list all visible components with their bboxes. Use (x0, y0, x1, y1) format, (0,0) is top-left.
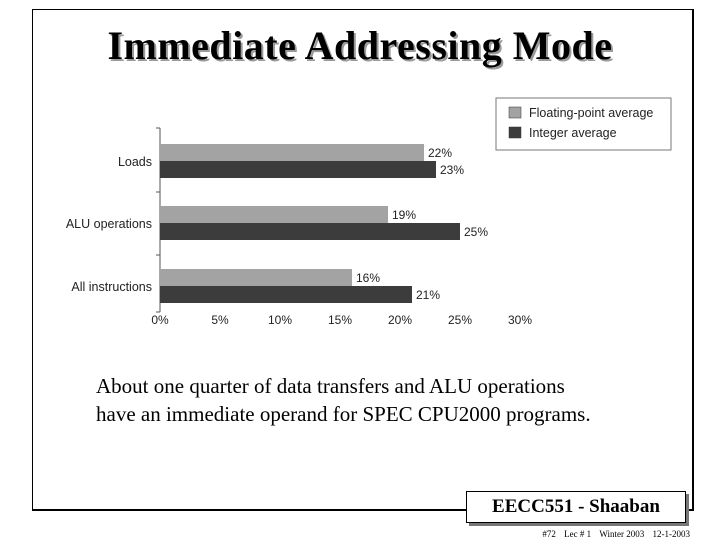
legend-label-0: Floating-point average (529, 106, 653, 120)
footer-page-number: #72 (542, 529, 556, 539)
footer-author-box: EECC551 - Shaaban (466, 491, 686, 523)
x-tick-label-0: 0% (151, 313, 169, 327)
legend-swatch-0 (508, 106, 522, 119)
x-tick-label-5: 25% (448, 313, 472, 327)
slide-frame (32, 9, 694, 511)
data-label-int-1: 25% (464, 225, 488, 239)
caption-line-1: About one quarter of data transfers and … (96, 374, 565, 398)
data-label-fp-0: 22% (428, 146, 452, 160)
data-label-fp-1: 19% (392, 208, 416, 222)
category-label-1: ALU operations (66, 217, 152, 231)
legend-swatch-1 (508, 126, 522, 139)
bar-fp-1 (160, 206, 388, 223)
data-label-int-2: 21% (416, 288, 440, 302)
bar-fp-2 (160, 269, 352, 286)
legend-label-1: Integer average (529, 126, 617, 140)
x-tick-label-3: 15% (328, 313, 352, 327)
slide-title: Immediate Addressing Mode (107, 23, 613, 68)
data-label-fp-2: 16% (356, 271, 380, 285)
bar-int-1 (160, 223, 460, 240)
category-label-0: Loads (118, 155, 152, 169)
caption: About one quarter of data transfers and … (96, 372, 696, 428)
caption-line-2: have an immediate operand for SPEC CPU20… (96, 402, 591, 426)
bar-int-0 (160, 161, 436, 178)
footer-line: #72 Lec # 1 Winter 2003 12-1-2003 (440, 529, 690, 539)
bar-int-2 (160, 286, 412, 303)
bar-chart: 22% 19% 16% 23% 25% 21% Loads ALU operations All… (66, 97, 672, 327)
footer-term: Winter 2003 (599, 529, 645, 539)
x-tick-label-1: 5% (211, 313, 229, 327)
data-label-int-0: 23% (440, 163, 464, 177)
category-label-2: All instructions (71, 280, 152, 294)
footer-lecture: Lec # 1 (564, 529, 592, 539)
legend-box (495, 97, 672, 151)
bar-fp-0 (160, 144, 424, 161)
x-tick-label-6: 30% (508, 313, 532, 327)
x-tick-label-2: 10% (268, 313, 292, 327)
x-tick-label-4: 20% (388, 313, 412, 327)
footer-date: 12-1-2003 (652, 529, 691, 539)
